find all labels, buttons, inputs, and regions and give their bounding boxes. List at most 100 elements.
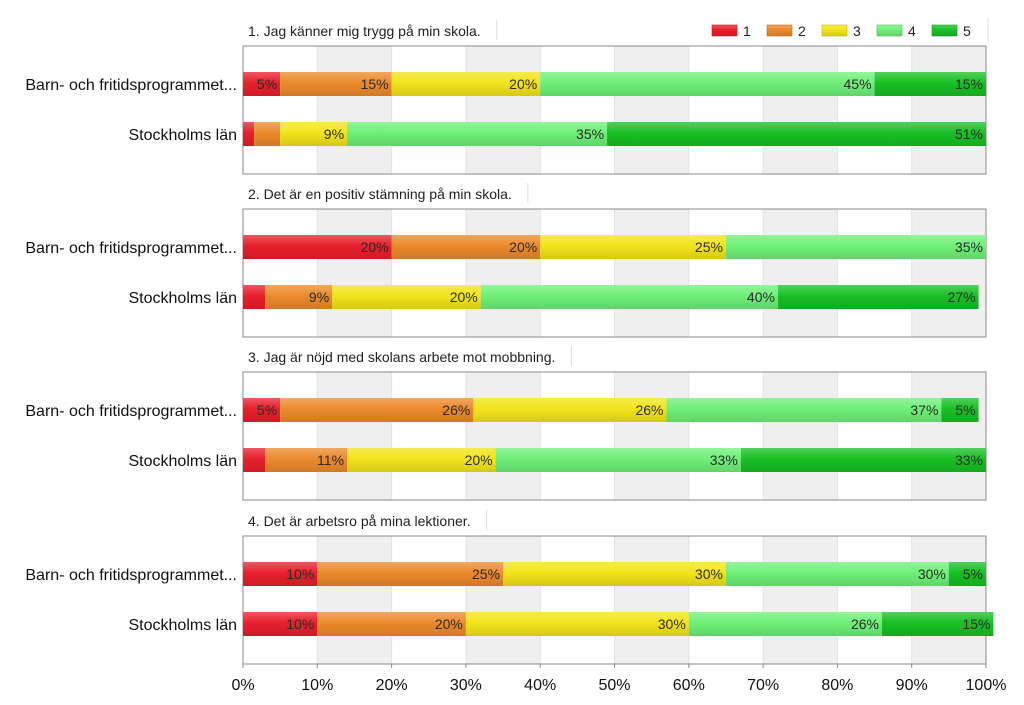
data-label: 20% [450, 289, 478, 305]
data-label: 25% [695, 239, 723, 255]
bar-segment [941, 398, 979, 422]
grid-band [911, 536, 986, 664]
grid-band [465, 46, 541, 174]
x-tick-label: 40% [524, 677, 556, 694]
bar-segment [391, 235, 541, 259]
grid-band [911, 46, 986, 174]
data-label: 5% [963, 566, 983, 582]
x-tick-label: 20% [376, 677, 408, 694]
bar-segment [473, 398, 667, 422]
data-label: 33% [710, 452, 738, 468]
grid-band [243, 46, 318, 174]
row-label: Stockholms län [129, 617, 238, 634]
bar-segment [777, 285, 979, 309]
grid-band [614, 536, 689, 664]
grid-band [243, 536, 318, 664]
legend-label: 1 [743, 23, 751, 39]
data-label: 20% [361, 239, 389, 255]
data-label: 35% [955, 239, 983, 255]
data-label: 5% [955, 402, 975, 418]
legend-swatch [876, 24, 903, 37]
grid-band [317, 209, 392, 337]
grid-band [837, 46, 912, 174]
data-label: 5% [257, 402, 277, 418]
bar-segment [740, 448, 986, 472]
data-label: 5% [257, 76, 277, 92]
grid-band [688, 209, 764, 337]
data-label: 20% [509, 76, 537, 92]
bar-segment [480, 285, 778, 309]
bar-segment [280, 122, 348, 146]
data-label: 37% [910, 402, 938, 418]
data-label: 11% [317, 452, 344, 468]
grid-band [837, 209, 912, 337]
data-label: 33% [955, 452, 983, 468]
data-label: 35% [576, 126, 604, 142]
panel-2: 2. Det är en positiv stämning på min sko… [25, 183, 987, 338]
grid-band [540, 46, 615, 174]
panel-title: 2. Det är en positiv stämning på min sko… [248, 186, 512, 202]
bar-segment [495, 448, 741, 472]
bar-segment [503, 562, 726, 586]
data-label: 10% [286, 566, 314, 582]
data-label: 26% [635, 402, 663, 418]
panel-3: 3. Jag är nöjd med skolans arbete mot mo… [25, 346, 987, 501]
bar-segment [725, 562, 949, 586]
grid-band [763, 372, 838, 500]
x-tick-label: 90% [896, 677, 928, 694]
grid-band [540, 209, 615, 337]
grid-band [391, 536, 466, 664]
grid-band [688, 536, 764, 664]
grid-band [465, 536, 541, 664]
bar-segment [243, 448, 266, 472]
grid-band [837, 372, 912, 500]
row-label: Stockholms län [129, 453, 238, 470]
x-tick-label: 100% [966, 677, 1007, 694]
panel-4: 4. Det är arbetsro på mina lektioner. Bar… [25, 510, 994, 665]
grid-band [465, 209, 541, 337]
data-label: 25% [472, 566, 500, 582]
bar-segment [688, 612, 882, 636]
bar-segment [243, 562, 318, 586]
x-tick-label: 10% [301, 677, 333, 694]
data-label: 20% [435, 616, 463, 632]
data-label: 20% [509, 239, 537, 255]
grid-band [688, 372, 764, 500]
legend-label: 2 [798, 23, 806, 39]
data-label: 20% [465, 452, 493, 468]
bar-segment [881, 612, 994, 636]
bar-segment [243, 72, 281, 96]
bar-segment [725, 235, 986, 259]
grid-band [837, 536, 912, 664]
data-label: 15% [955, 76, 983, 92]
legend-swatch [821, 24, 848, 37]
grid-band [243, 372, 318, 500]
data-label: 27% [948, 289, 976, 305]
bar-segment [243, 612, 318, 636]
data-label: 26% [442, 402, 470, 418]
bar-segment [948, 562, 986, 586]
grid-band [243, 209, 318, 337]
data-label: 9% [324, 126, 344, 142]
data-label: 30% [658, 616, 686, 632]
data-label: 30% [918, 566, 946, 582]
grid-band [763, 536, 838, 664]
grid-band [911, 209, 986, 337]
grid-band [540, 372, 615, 500]
grid-band [614, 372, 689, 500]
data-label: 26% [851, 616, 879, 632]
bar-segment [254, 122, 281, 146]
x-tick-label: 80% [821, 677, 853, 694]
bar-segment [666, 398, 942, 422]
row-label: Stockholms län [129, 127, 238, 144]
data-label: 30% [695, 566, 723, 582]
bar-segment [540, 72, 875, 96]
grid-band [911, 372, 986, 500]
bar-segment [465, 612, 689, 636]
bar-segment [540, 235, 726, 259]
bar-segment [317, 612, 466, 636]
grid-band [763, 46, 838, 174]
grid-band [391, 46, 466, 174]
